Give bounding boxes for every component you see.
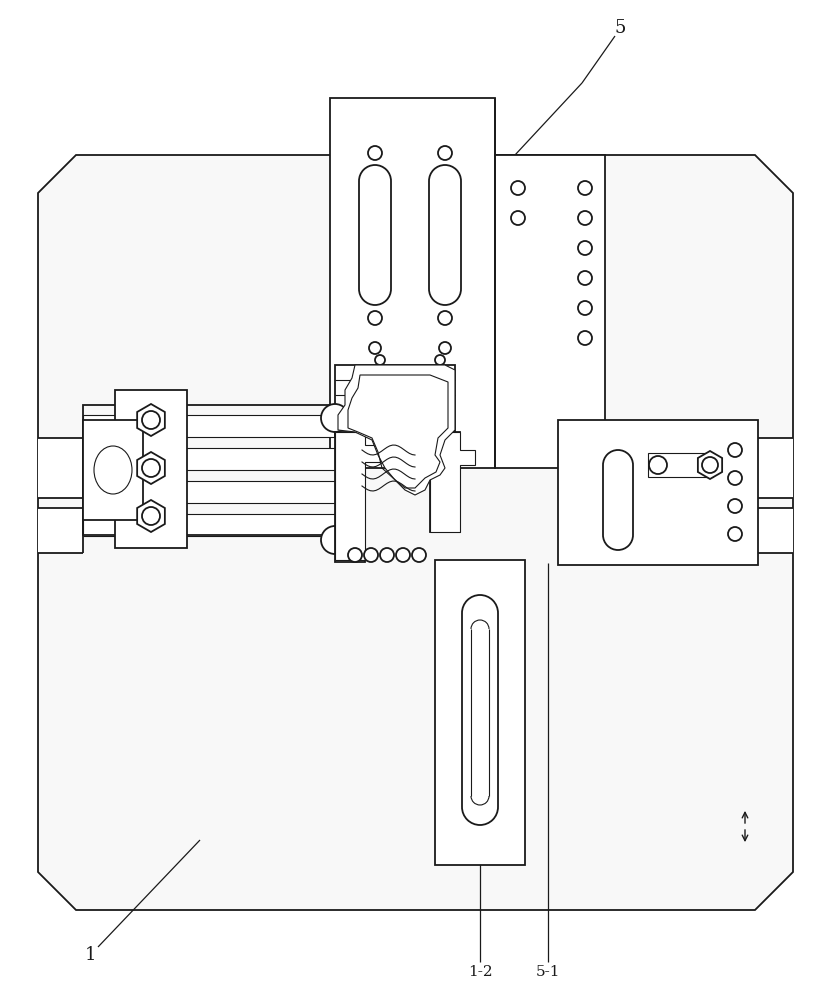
Circle shape: [702, 457, 718, 473]
Polygon shape: [137, 452, 165, 484]
Circle shape: [578, 331, 592, 345]
Bar: [495, 155, 605, 468]
Bar: [430, 432, 460, 532]
Circle shape: [438, 311, 452, 325]
Bar: [330, 98, 495, 468]
Circle shape: [578, 211, 592, 225]
Bar: [83, 415, 353, 437]
Bar: [83, 405, 353, 535]
Circle shape: [142, 507, 160, 525]
Polygon shape: [38, 155, 793, 910]
Polygon shape: [335, 432, 380, 560]
Bar: [83, 420, 143, 520]
Circle shape: [348, 548, 362, 562]
Circle shape: [321, 404, 349, 432]
Bar: [435, 560, 525, 865]
Polygon shape: [137, 500, 165, 532]
Bar: [335, 432, 365, 562]
Bar: [558, 420, 758, 565]
Polygon shape: [137, 404, 165, 436]
Circle shape: [142, 411, 160, 429]
Ellipse shape: [94, 446, 132, 494]
Circle shape: [438, 146, 452, 160]
Text: 1-2: 1-2: [467, 965, 492, 979]
Bar: [115, 390, 187, 548]
Circle shape: [380, 548, 394, 562]
Bar: [83, 514, 353, 536]
Circle shape: [396, 548, 410, 562]
Circle shape: [375, 355, 385, 365]
Circle shape: [435, 355, 445, 365]
Bar: [38, 438, 83, 498]
Bar: [603, 465, 633, 535]
Bar: [648, 453, 713, 477]
Circle shape: [649, 456, 667, 474]
Circle shape: [578, 301, 592, 315]
Circle shape: [368, 311, 382, 325]
Circle shape: [728, 499, 742, 513]
Circle shape: [728, 443, 742, 457]
Bar: [471, 629, 489, 796]
Bar: [429, 181, 461, 289]
Polygon shape: [338, 365, 455, 495]
Circle shape: [142, 459, 160, 477]
Circle shape: [369, 342, 381, 354]
Circle shape: [511, 211, 525, 225]
Circle shape: [578, 241, 592, 255]
Circle shape: [412, 548, 426, 562]
Circle shape: [578, 271, 592, 285]
Bar: [83, 448, 353, 470]
Circle shape: [728, 527, 742, 541]
Polygon shape: [698, 451, 722, 479]
Circle shape: [364, 548, 378, 562]
Circle shape: [439, 342, 451, 354]
Bar: [748, 438, 793, 498]
Bar: [462, 613, 498, 807]
Bar: [83, 481, 353, 503]
Bar: [335, 365, 455, 437]
Text: 1: 1: [85, 946, 95, 964]
Text: 5-1: 5-1: [535, 965, 560, 979]
Circle shape: [321, 526, 349, 554]
Bar: [748, 508, 793, 553]
Circle shape: [578, 181, 592, 195]
Text: 5: 5: [614, 19, 626, 37]
Bar: [38, 508, 83, 553]
Circle shape: [368, 146, 382, 160]
Polygon shape: [430, 432, 475, 532]
Circle shape: [728, 471, 742, 485]
Circle shape: [511, 181, 525, 195]
Bar: [359, 181, 391, 289]
